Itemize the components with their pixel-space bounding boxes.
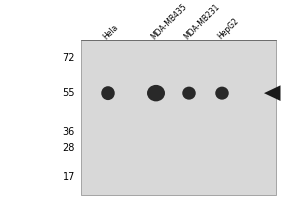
Text: 36: 36 [63, 127, 75, 137]
Polygon shape [264, 85, 280, 101]
Ellipse shape [182, 87, 196, 100]
Text: HepG2: HepG2 [216, 16, 240, 41]
Text: Hela: Hela [102, 22, 120, 41]
Ellipse shape [147, 85, 165, 101]
Text: 28: 28 [63, 143, 75, 153]
FancyBboxPatch shape [81, 40, 276, 195]
Ellipse shape [215, 87, 229, 100]
Ellipse shape [101, 86, 115, 100]
Text: MDA-MB435: MDA-MB435 [150, 2, 189, 41]
Text: 72: 72 [62, 53, 75, 63]
Text: MDA-MB231: MDA-MB231 [183, 2, 222, 41]
Text: 17: 17 [63, 172, 75, 182]
Text: 55: 55 [62, 88, 75, 98]
